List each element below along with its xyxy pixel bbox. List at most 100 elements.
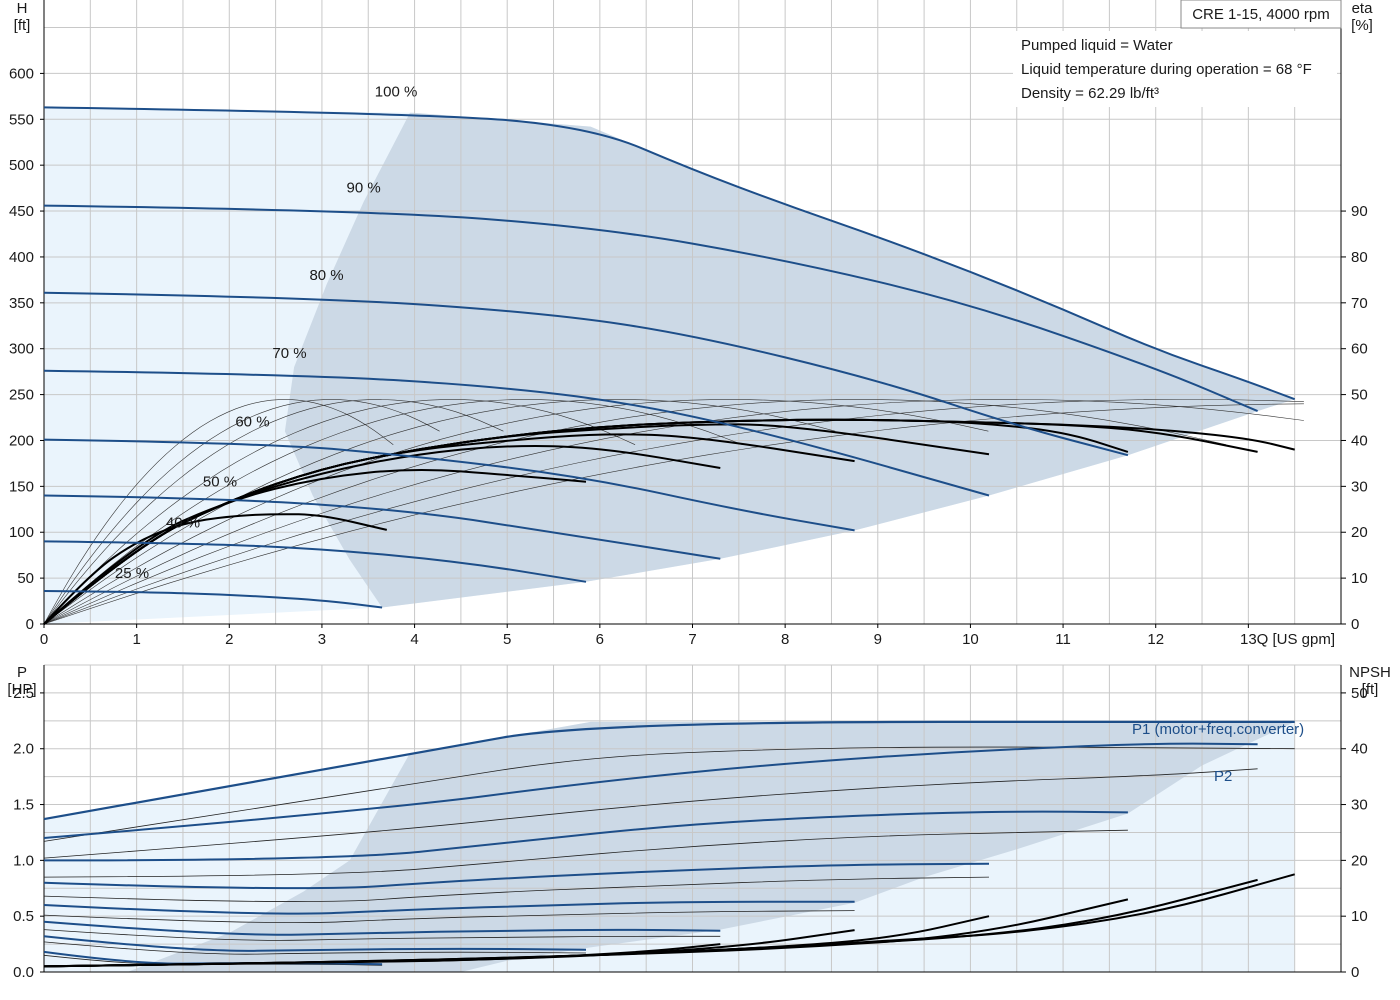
p1-curve-2 <box>43 810 1128 862</box>
speed-label: 80 % <box>309 267 343 284</box>
head-curve-1 <box>43 204 1258 413</box>
head-axis-name: H <box>17 0 28 17</box>
head-curve-4 <box>43 438 855 532</box>
p1-curve-3 <box>43 862 990 890</box>
npsh-tick-label: 10 <box>1351 908 1368 925</box>
head-tick-label: 300 <box>9 341 34 358</box>
npsh-tick-label: 50 <box>1351 685 1368 702</box>
liquid-info-box <box>1013 31 1337 107</box>
eta-tick-label: 50 <box>1351 387 1368 404</box>
head-tick-label: 350 <box>9 295 34 312</box>
head-curve-3 <box>43 369 990 497</box>
npsh-tick-label: 0 <box>1351 964 1359 981</box>
head-tick-label: 550 <box>9 111 34 128</box>
npsh-tick-label: 20 <box>1351 852 1368 869</box>
speed-label: 40 % <box>166 515 200 532</box>
p2-curve-4 <box>43 910 855 924</box>
p2-curve-0 <box>43 746 1295 842</box>
pumped-liquid-label: Pumped liquid = Water <box>1021 37 1173 54</box>
head-tick-label: 450 <box>9 203 34 220</box>
flow-tick-label: 0 <box>40 631 48 648</box>
npsh-axis-name: NPSH <box>1349 664 1391 681</box>
p2-curve-5 <box>43 929 721 941</box>
curves: 100 % 90 % 80 % 70 % 60 % 50 % 40 % 25 % <box>43 83 1304 968</box>
head-tick-label: 150 <box>9 478 34 495</box>
eta-axis-name: eta <box>1352 0 1374 17</box>
flow-tick-label: 8 <box>781 631 789 648</box>
eta-tick-label: 20 <box>1351 524 1368 541</box>
head-axis-unit: [ft] <box>14 17 31 34</box>
speed-label: 50 % <box>203 473 237 490</box>
flow-axis-label: Q [US gpm] <box>1257 631 1335 648</box>
flow-tick-label: 7 <box>688 631 696 648</box>
flow-tick-label: 1 <box>132 631 140 648</box>
eta-tick-label: 30 <box>1351 478 1368 495</box>
speed-label: 25 % <box>115 565 149 582</box>
pump-model-box <box>1180 0 1342 29</box>
p1-curve-0 <box>43 720 1295 821</box>
liquid-temperature-label: Liquid temperature during operation = 68… <box>1021 61 1312 78</box>
power-tick-label: 1.0 <box>13 852 34 869</box>
head-tick-label: 600 <box>9 65 34 82</box>
head-tick-label: 500 <box>9 157 34 174</box>
p2-curve-1 <box>43 768 1258 859</box>
flow-tick-label: 11 <box>1055 631 1071 648</box>
head-tick-label: 50 <box>17 570 34 587</box>
flow-tick-label: 10 <box>962 631 979 648</box>
p2-curve-6 <box>43 941 587 955</box>
flow-tick-label: 3 <box>318 631 326 648</box>
head-curve-7 <box>43 590 383 609</box>
eta-tick-label: 90 <box>1351 203 1368 220</box>
p2-curve-2 <box>43 829 1128 878</box>
thin-efficiency-curve <box>43 403 1304 625</box>
flow-tick-label: 4 <box>410 631 418 648</box>
eta-axis-unit: [%] <box>1351 17 1373 34</box>
thin-efficiency-curve <box>43 399 440 625</box>
power-tick-label: 1.5 <box>13 797 34 814</box>
head-curve-5 <box>43 494 721 560</box>
flow-tick-label: 5 <box>503 631 511 648</box>
power-axis-unit: [HP] <box>7 681 36 698</box>
flow-tick-label: 13 <box>1240 631 1257 648</box>
thin-efficiency-curve <box>43 399 636 625</box>
head-tick-label: 0 <box>26 616 34 633</box>
thin-efficiency-curve <box>43 399 989 625</box>
eta-tick-label: 40 <box>1351 432 1368 449</box>
efficiency-curve-7 <box>43 418 1295 625</box>
speed-label: 70 % <box>272 345 306 362</box>
efficiency-curve-0 <box>43 513 388 625</box>
power-tick-label: 2.5 <box>13 685 34 702</box>
flow-tick-label: 12 <box>1147 631 1164 648</box>
eta-tick-label: 80 <box>1351 249 1368 266</box>
head-tick-label: 250 <box>9 387 34 404</box>
npsh-axis-unit: [ft] <box>1362 681 1379 698</box>
head-tick-label: 100 <box>9 524 34 541</box>
speed-label: 100 % <box>375 83 418 100</box>
head-tick-label: 400 <box>9 249 34 266</box>
eta-tick-label: 10 <box>1351 570 1368 587</box>
operating-range-fills <box>44 107 1295 972</box>
p1-curve-6 <box>43 935 587 952</box>
eta-tick-label: 70 <box>1351 295 1368 312</box>
thin-efficiency-curve <box>43 399 1304 625</box>
power-tick-label: 0.0 <box>13 964 34 981</box>
thin-efficiency-curve <box>43 399 394 625</box>
p1-series-label: P1 (motor+freq.converter) <box>1132 721 1304 738</box>
speed-label: 60 % <box>235 414 269 431</box>
npsh-tick-label: 40 <box>1351 741 1368 758</box>
power-axis-name: P <box>17 664 27 681</box>
thin-efficiency-curve <box>43 399 504 625</box>
power-tick-label: 2.0 <box>13 741 34 758</box>
axis-labels: 0 1 2 3 4 5 6 7 8 9 10 11 12 130501001502002503003504… <box>9 65 1368 981</box>
pump-model-label: CRE 1-15, 4000 rpm <box>1192 6 1330 23</box>
head-curve-6 <box>43 540 587 583</box>
npsh-curve-5 <box>43 943 721 968</box>
efficiency-curve-1 <box>43 468 587 625</box>
flow-tick-label: 2 <box>225 631 233 648</box>
flow-tick-label: 6 <box>596 631 604 648</box>
p1-curve-4 <box>43 900 855 915</box>
thin-efficiency-curve <box>43 399 743 625</box>
density-label: Density = 62.29 lb/ft³ <box>1021 85 1159 102</box>
speed-label: 90 % <box>347 180 381 197</box>
